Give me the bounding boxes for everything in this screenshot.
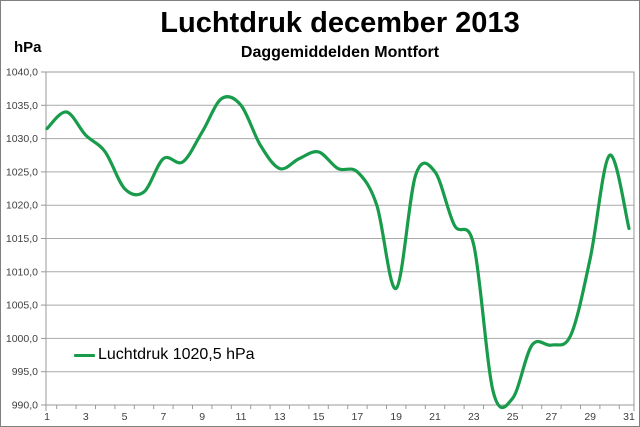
chart-title: Luchtdruk december 2013 <box>160 7 520 39</box>
x-axis-tick-label: 13 <box>274 411 286 423</box>
x-axis-tick-label: 7 <box>160 411 166 423</box>
x-axis-tick-label: 31 <box>623 411 635 423</box>
x-axis-tick-label: 27 <box>546 411 558 423</box>
x-axis-tick-label: 5 <box>122 411 128 423</box>
pressure-line <box>45 95 631 410</box>
legend: Luchtdruk 1020,5 hPa <box>74 346 255 364</box>
x-axis-tick-label: 11 <box>236 411 247 423</box>
x-axis-tick-label: 17 <box>352 411 364 423</box>
y-axis-tick-label: 1020,0 <box>6 200 38 212</box>
x-axis-tick-label: 15 <box>313 411 325 423</box>
y-axis-tick-label: 1040,0 <box>6 67 38 79</box>
legend-label: Luchtdruk 1020,5 hPa <box>98 346 255 363</box>
y-axis-tick-label: 1015,0 <box>6 233 38 245</box>
x-axis-tick-label: 23 <box>468 411 480 423</box>
y-axis-tick-label: 1005,0 <box>6 300 38 312</box>
x-axis-tick-label: 19 <box>390 411 402 423</box>
x-axis-tick-label: 9 <box>199 411 205 423</box>
legend-line-swatch <box>74 353 95 357</box>
y-axis-tick-label: 1010,0 <box>6 266 38 278</box>
x-axis-tick-label: 3 <box>83 411 89 423</box>
x-axis-tick-label: 21 <box>429 411 441 423</box>
x-axis-tick-label: 25 <box>507 411 519 423</box>
y-axis-tick-label: 1025,0 <box>6 166 38 178</box>
y-axis-tick-label: 995,0 <box>12 366 38 378</box>
y-axis-tick-label: 990,0 <box>12 400 38 412</box>
x-axis-tick-label: 1 <box>44 411 50 423</box>
y-axis-tick-label: 1030,0 <box>6 133 38 145</box>
y-axis-tick-label: 1000,0 <box>6 333 38 345</box>
chart-subtitle: Daggemiddelden Montfort <box>240 44 440 61</box>
y-axis-unit-label: hPa <box>14 39 42 56</box>
y-axis-tick-label: 1035,0 <box>6 100 38 112</box>
x-axis-tick-label: 29 <box>584 411 596 423</box>
